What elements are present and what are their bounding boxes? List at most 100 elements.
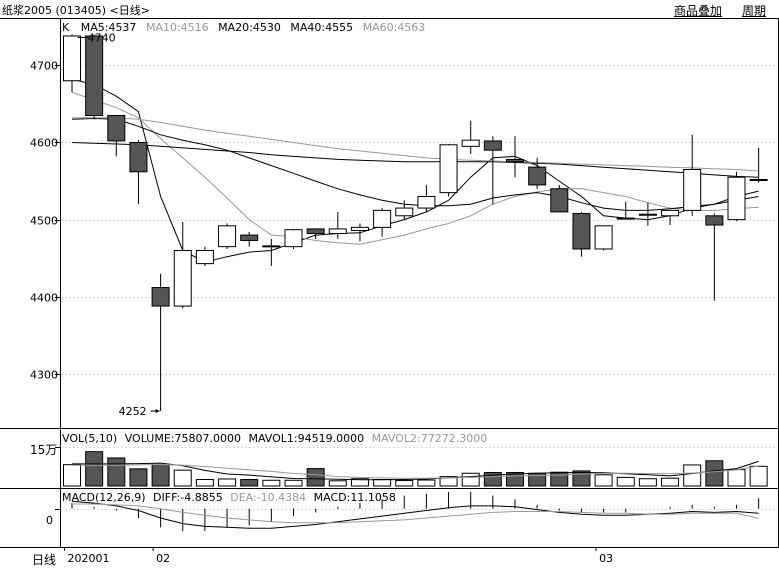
volume-bar bbox=[683, 464, 702, 487]
candle-body bbox=[638, 213, 657, 216]
candle-body bbox=[572, 212, 591, 250]
volume-bar bbox=[661, 477, 680, 487]
candle-body bbox=[373, 209, 392, 228]
volume-bar bbox=[572, 470, 591, 487]
price-tick-label: 4500 bbox=[30, 215, 58, 228]
volume-bar bbox=[439, 476, 458, 487]
candle-down bbox=[506, 136, 524, 178]
price-legend: K MA5:4537 MA10:4516 MA20:4530 MA40:4555… bbox=[62, 21, 425, 34]
volume-bar bbox=[616, 476, 635, 487]
price-tick-label: 4300 bbox=[30, 369, 58, 382]
volume-bar bbox=[727, 469, 746, 487]
candle-body bbox=[328, 228, 347, 235]
candle-body bbox=[528, 166, 547, 186]
candle-up bbox=[727, 171, 746, 222]
candle-up bbox=[417, 184, 436, 212]
low-marker-label: 4252 bbox=[119, 405, 147, 418]
candle-body bbox=[195, 250, 214, 265]
volume-bar bbox=[173, 469, 192, 487]
ma60-value: MA60:4563 bbox=[362, 21, 426, 34]
ma20-line bbox=[71, 117, 759, 211]
candle-body bbox=[461, 139, 480, 147]
candle-body bbox=[151, 287, 170, 307]
mavol1-line bbox=[72, 460, 759, 481]
candle-down bbox=[107, 114, 126, 157]
candle-down bbox=[550, 184, 569, 213]
k-label: K bbox=[62, 21, 70, 34]
candlesticks bbox=[63, 34, 768, 412]
volume-bar bbox=[638, 478, 657, 487]
volume-bar bbox=[284, 479, 303, 487]
volume-bar bbox=[195, 479, 214, 487]
ma20-value: MA20:4530 bbox=[218, 21, 281, 34]
ma10-value: MA10:4516 bbox=[145, 21, 209, 34]
volume-bar bbox=[328, 480, 347, 487]
volume-bar bbox=[218, 478, 237, 487]
volume-bar bbox=[107, 457, 126, 487]
candle-body bbox=[483, 140, 502, 151]
candle-body bbox=[85, 35, 104, 116]
candle-body bbox=[616, 217, 635, 220]
candle-up bbox=[683, 134, 702, 216]
volume-bar bbox=[151, 463, 170, 487]
ma60-line bbox=[72, 117, 759, 172]
dea-line bbox=[72, 503, 759, 524]
candle-body bbox=[506, 158, 524, 163]
macd-value: MACD:11.1058 bbox=[313, 491, 396, 504]
candle-body bbox=[350, 226, 369, 231]
candle-down bbox=[705, 213, 724, 301]
date-axis: 202001 02 03 bbox=[64, 547, 613, 565]
ma40-value: MA40:4555 bbox=[290, 21, 354, 34]
dea-value: DEA:-10.4384 bbox=[230, 491, 307, 504]
volume-bars bbox=[63, 451, 768, 487]
candle-up bbox=[616, 201, 635, 220]
candle-body bbox=[727, 176, 746, 221]
volume-bar bbox=[63, 464, 81, 487]
candle-body bbox=[240, 234, 259, 241]
candle-up bbox=[173, 221, 192, 309]
ma40-line bbox=[71, 142, 759, 178]
candle-body bbox=[749, 179, 768, 182]
candle-up bbox=[661, 209, 680, 226]
volume-bar bbox=[129, 468, 148, 487]
candle-body bbox=[173, 250, 192, 307]
price-axis: 4700 4600 4500 4400 4300 bbox=[30, 60, 60, 382]
macd-zero-label: 0 bbox=[46, 514, 53, 527]
volume-bar bbox=[306, 468, 325, 487]
volume-bar bbox=[550, 471, 569, 487]
candle-body bbox=[218, 225, 237, 248]
candle-body bbox=[395, 207, 414, 217]
candle-up bbox=[439, 144, 458, 197]
extreme-markers: 4740 4252 bbox=[77, 31, 160, 418]
moving-average-lines bbox=[71, 78, 759, 263]
candle-body bbox=[550, 188, 569, 213]
mavol1-value: MAVOL1:94519.0000 bbox=[248, 432, 365, 445]
volume-value: VOLUME:75807.0000 bbox=[124, 432, 241, 445]
period-label[interactable]: 日线 bbox=[32, 553, 57, 567]
price-grid bbox=[61, 65, 778, 375]
mavol2-value: MAVOL2:77272.3000 bbox=[371, 432, 488, 445]
period-button[interactable]: 周期 bbox=[742, 4, 767, 18]
date-label: 03 bbox=[599, 552, 613, 565]
macd-lines bbox=[71, 500, 759, 529]
chart-title: 纸浆2005 (013405) <日线> bbox=[2, 4, 150, 17]
macd-label: MACD(12,26,9) bbox=[62, 491, 146, 504]
volume-bar bbox=[461, 472, 480, 487]
ma10-line bbox=[71, 91, 759, 245]
candle-down bbox=[240, 231, 259, 247]
candle-down bbox=[572, 211, 591, 257]
volume-bar bbox=[395, 480, 414, 487]
candle-up bbox=[638, 202, 657, 226]
candle-up bbox=[284, 228, 303, 249]
candle-up bbox=[328, 211, 347, 239]
commodity-overlay-button[interactable]: 商品叠加 bbox=[674, 4, 723, 18]
volume-legend: VOL(5,10) VOLUME:75807.0000 MAVOL1:94519… bbox=[62, 432, 487, 445]
candle-up bbox=[350, 223, 369, 242]
candle-body bbox=[284, 229, 303, 248]
candle-body bbox=[683, 168, 702, 211]
diff-value: DIFF:-4.8855 bbox=[153, 491, 223, 504]
volume-bar bbox=[749, 465, 768, 487]
price-tick-label: 4600 bbox=[30, 137, 58, 150]
date-label: 202001 bbox=[68, 552, 110, 565]
ma5-value: MA5:4537 bbox=[80, 21, 137, 34]
